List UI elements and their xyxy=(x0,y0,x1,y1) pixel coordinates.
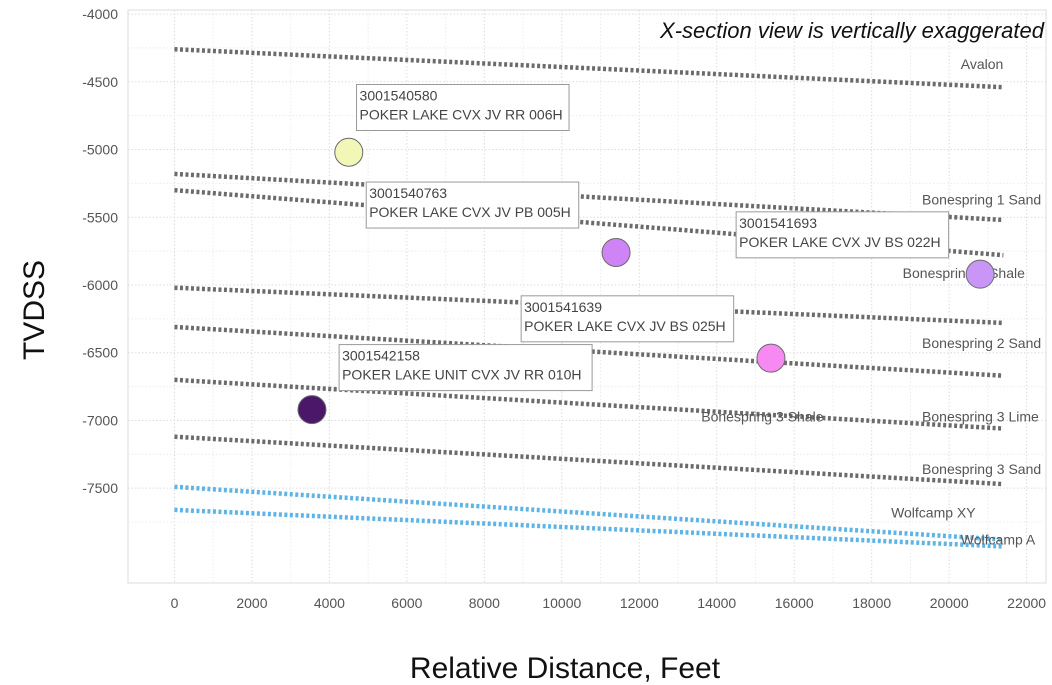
x-tick-label: 16000 xyxy=(775,595,814,611)
well-api-label: 3001541693 xyxy=(739,215,817,231)
formation-label: Bonespring 3 Shale xyxy=(701,408,823,424)
well-api-label: 3001540763 xyxy=(369,185,447,201)
y-axis-title: TVDSS xyxy=(18,260,51,360)
formation-top-line xyxy=(174,484,1004,542)
x-tick-label: 20000 xyxy=(930,595,969,611)
x-tick-label: 2000 xyxy=(236,595,267,611)
well-name-label: POKER LAKE UNIT CVX JV RR 010H xyxy=(342,367,581,383)
well-marker xyxy=(965,259,995,289)
formation-label: Wolfcamp XY xyxy=(891,505,976,521)
y-tick-label: -5000 xyxy=(82,142,118,158)
formation-label: Avalon xyxy=(961,56,1004,72)
well-name-label: POKER LAKE CVX JV BS 025H xyxy=(524,318,726,334)
well-marker xyxy=(334,137,364,167)
formation-labels: Avalon Bonespring 1 Sand Bonespring 2 Shal… xyxy=(701,56,1041,547)
well-label-box xyxy=(338,344,593,392)
well-api-label: 3001542158 xyxy=(342,348,420,364)
formation-top-line xyxy=(174,377,1004,431)
formation-label: Bonespring 2 Shale xyxy=(903,265,1025,281)
well-name-label: POKER LAKE CVX JV BS 022H xyxy=(739,234,941,250)
y-tick-label: -6000 xyxy=(82,277,118,293)
y-tick-label: -7500 xyxy=(82,480,118,496)
well-api-label: 3001540580 xyxy=(360,88,438,104)
grid-lines xyxy=(127,9,1047,584)
y-tick-label: -4000 xyxy=(82,6,118,22)
axes: 0 2000 4000 6000 8000 10000 12000 14000 16000 180… xyxy=(82,6,1046,611)
formation-top-line xyxy=(174,47,1004,90)
well-annotation: 3001541639 POKER LAKE CVX JV BS 025H xyxy=(520,295,786,373)
well-annotation: 3001541693 POKER LAKE CVX JV BS 022H xyxy=(735,211,995,289)
x-tick-label: 4000 xyxy=(314,595,345,611)
formation-top-line xyxy=(174,171,1004,223)
x-tick-label: 22000 xyxy=(1007,595,1046,611)
well-label-box xyxy=(356,84,570,132)
x-tick-label: 0 xyxy=(171,595,179,611)
well-label-box xyxy=(365,181,580,229)
well-annotation: 3001542158 POKER LAKE UNIT CVX JV RR 010H xyxy=(297,344,593,425)
well-annotation: 3001540580 POKER LAKE CVX JV RR 006H xyxy=(334,84,570,167)
x-tick-label: 8000 xyxy=(469,595,500,611)
formation-label: Bonespring 2 Sand xyxy=(922,335,1041,351)
well-marker xyxy=(756,343,786,373)
x-tick-label: 14000 xyxy=(697,595,736,611)
formation-top-line xyxy=(174,507,1004,549)
well-marker xyxy=(297,395,327,425)
chart-note: X-section view is vertically exaggerated xyxy=(659,18,1045,43)
well-annotation: 3001540763 POKER LAKE CVX JV PB 005H xyxy=(365,181,631,267)
well-name-label: POKER LAKE CVX JV PB 005H xyxy=(369,204,571,220)
y-tick-label: -6500 xyxy=(82,345,118,361)
well-label-box xyxy=(735,211,950,259)
formation-label: Bonespring 3 Sand xyxy=(922,461,1041,477)
formation-top-line xyxy=(174,434,1004,487)
formation-label: Bonespring 3 Lime xyxy=(922,408,1039,424)
y-tick-label: -7000 xyxy=(82,412,118,428)
x-tick-label: 6000 xyxy=(391,595,422,611)
well-name-label: POKER LAKE CVX JV RR 006H xyxy=(360,107,563,123)
formation-top-line xyxy=(174,187,1004,258)
x-tick-label: 18000 xyxy=(852,595,891,611)
y-tick-label: -5500 xyxy=(82,209,118,225)
well-label-box xyxy=(520,295,735,343)
formation-label: Bonespring 1 Sand xyxy=(922,192,1041,208)
y-tick-label: -4500 xyxy=(82,74,118,90)
well-api-label: 3001541639 xyxy=(524,299,602,315)
x-tick-label: 10000 xyxy=(542,595,581,611)
well-marker xyxy=(601,237,631,267)
formation-label: Wolfcamp A xyxy=(961,532,1036,548)
x-tick-label: 12000 xyxy=(620,595,659,611)
x-axis-title: Relative Distance, Feet xyxy=(410,652,721,685)
